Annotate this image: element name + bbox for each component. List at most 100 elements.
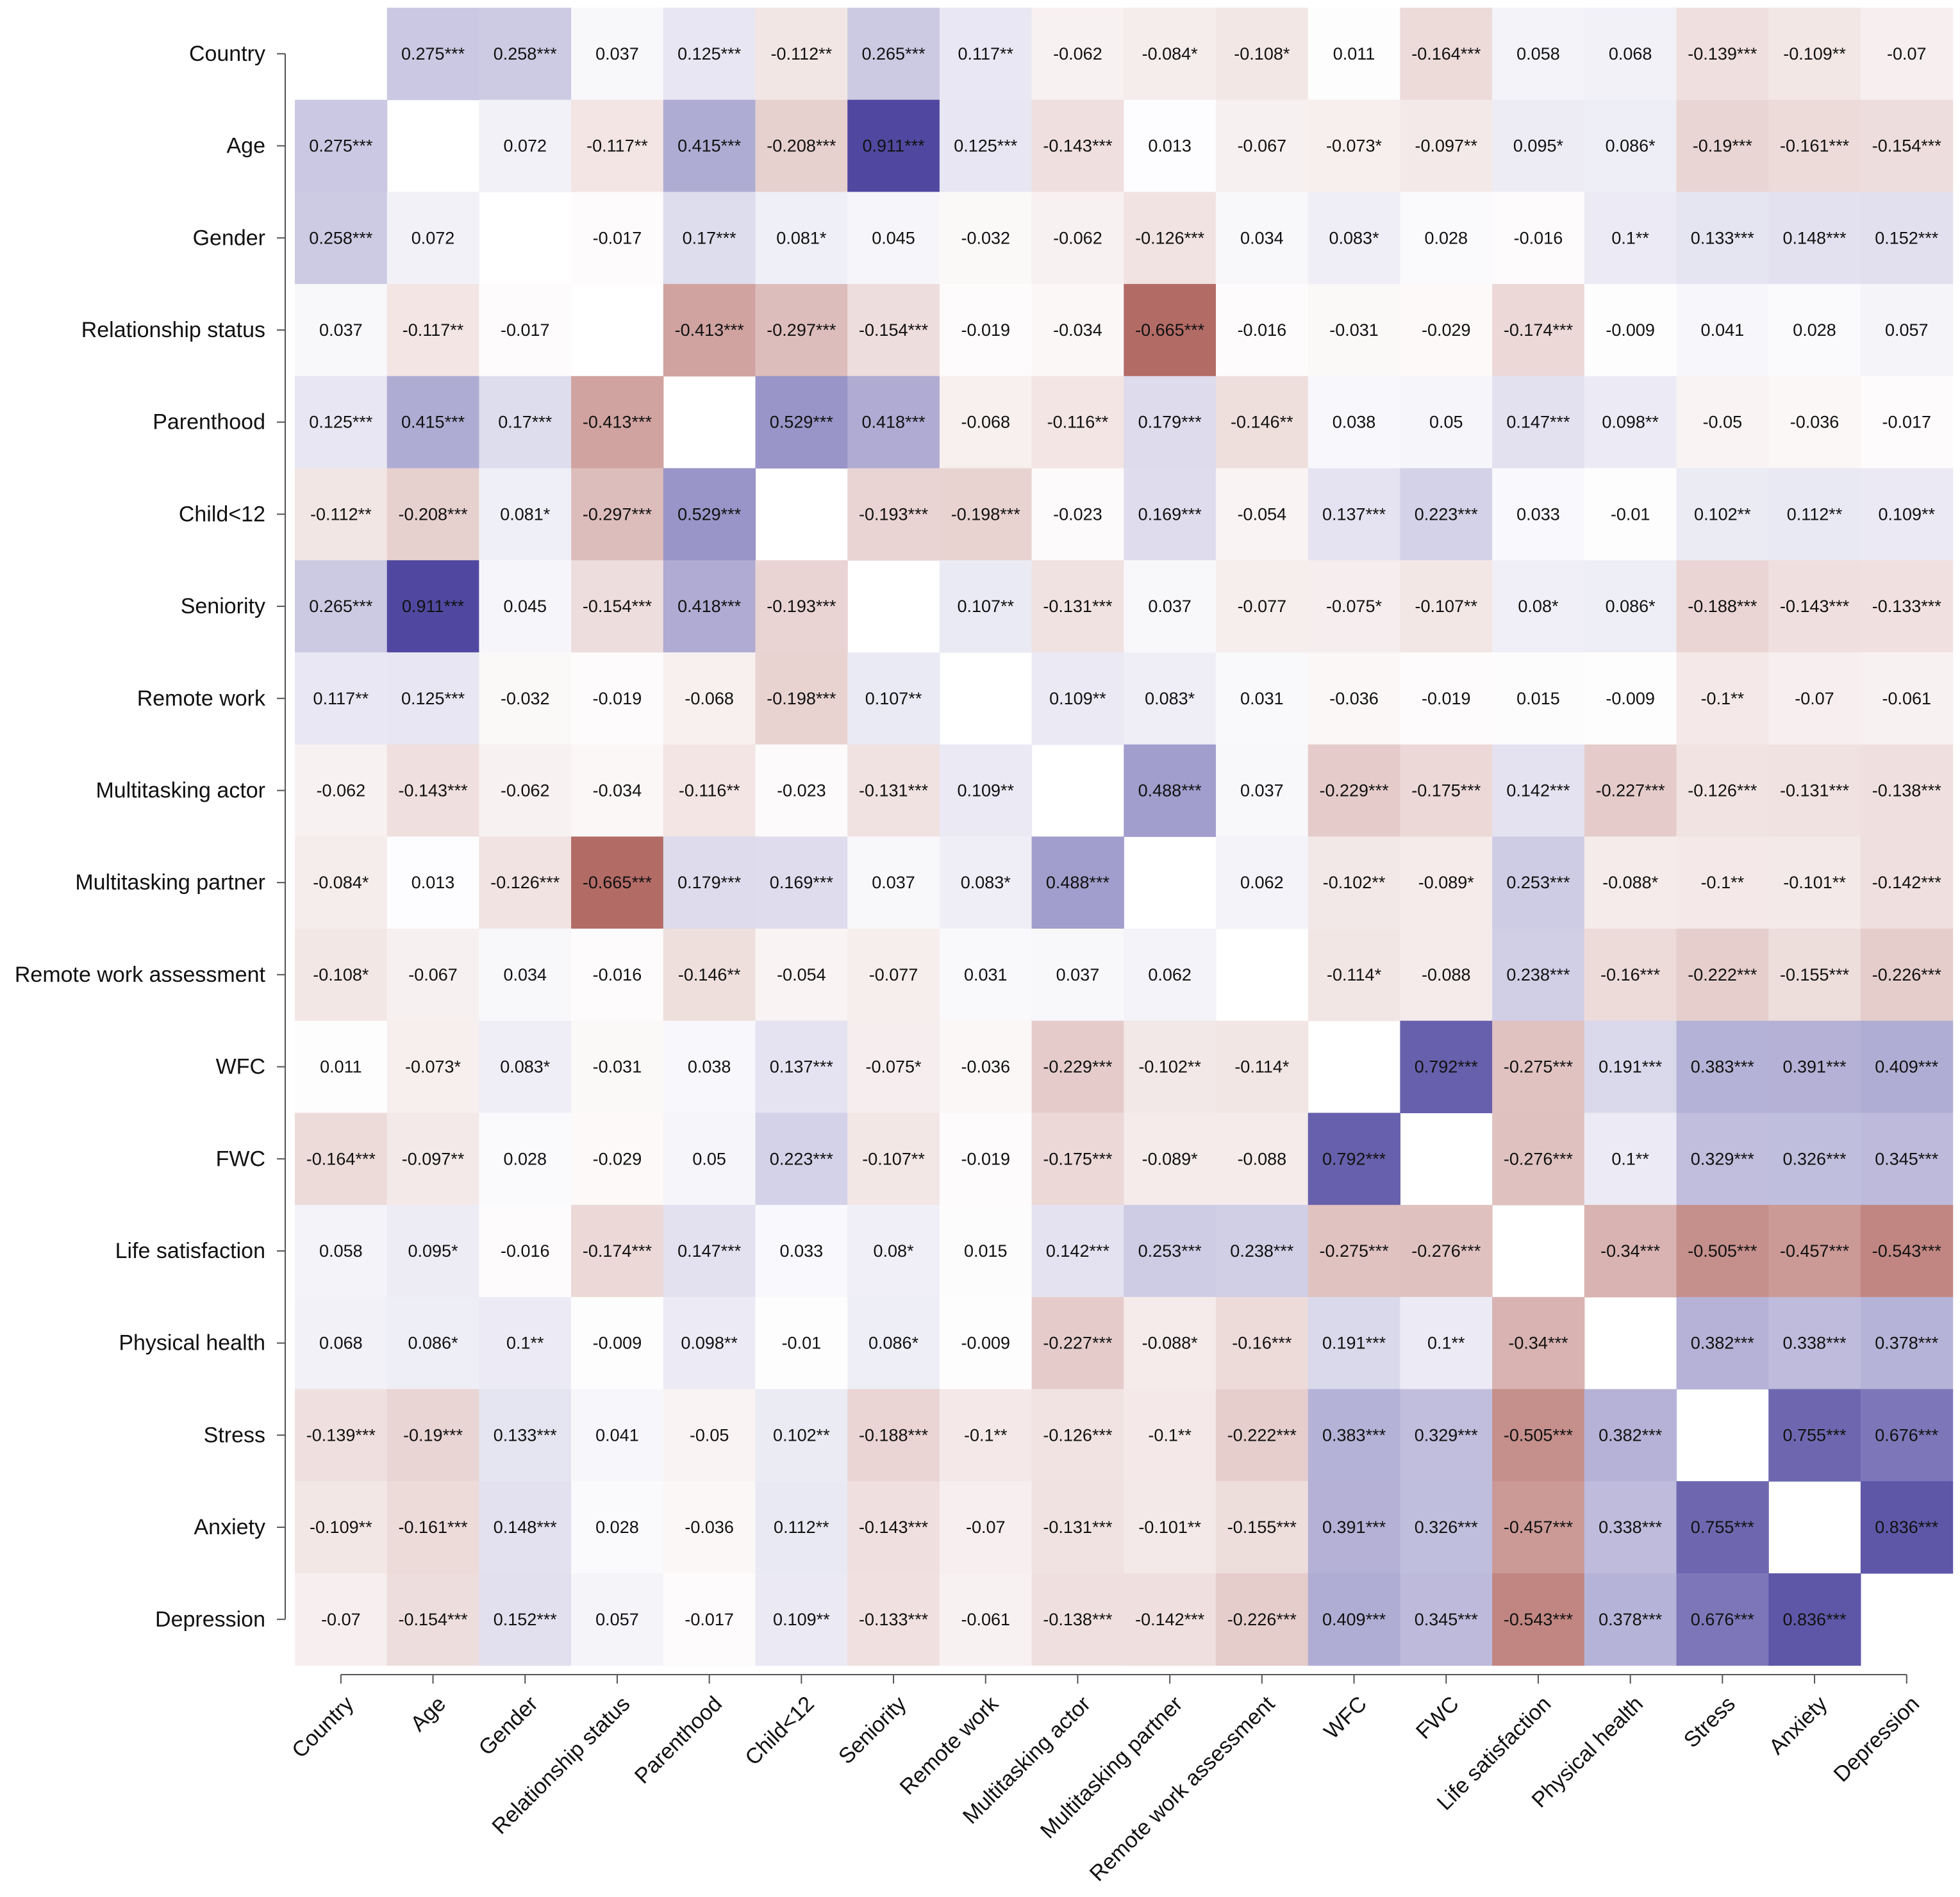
- cell-value-label: 0.415***: [401, 413, 465, 432]
- heatmap-cell: [847, 1205, 940, 1298]
- cell-value-label: 0.107**: [957, 597, 1014, 616]
- cell-value-label: -0.1**: [1701, 689, 1745, 708]
- heatmap-cell: [1031, 929, 1124, 1022]
- heatmap-cell: [1400, 1573, 1493, 1666]
- heatmap-cell: [1031, 652, 1124, 745]
- heatmap-cell: [1124, 376, 1217, 469]
- cell-value-label: -0.143***: [399, 781, 469, 800]
- heatmap-cell: [755, 1020, 848, 1113]
- cell-value-label: -0.101**: [1138, 1518, 1201, 1537]
- cell-value-label: 0.147***: [1506, 413, 1570, 432]
- heatmap-cell: [1124, 1296, 1217, 1390]
- heatmap-cell: [847, 1389, 940, 1482]
- heatmap-cell: [755, 192, 848, 285]
- heatmap-cell: [1676, 8, 1769, 101]
- cell-value-label: -0.226***: [1872, 965, 1942, 984]
- heatmap-cell: [386, 836, 479, 929]
- cell-value-label: -0.07: [321, 1610, 361, 1629]
- heatmap-cell: [571, 1573, 664, 1666]
- heatmap-cell: [663, 929, 756, 1022]
- cell-value-label: 0.098**: [1602, 413, 1659, 432]
- heatmap-cell: [663, 99, 756, 192]
- heatmap-cell: [1676, 1113, 1769, 1205]
- heatmap-cell: [1492, 376, 1585, 469]
- heatmap-cell: [295, 468, 388, 561]
- heatmap-cell: [1492, 560, 1585, 653]
- heatmap-cell: [1676, 929, 1769, 1022]
- cell-value-label: -0.112**: [771, 44, 833, 63]
- cell-value-label: 0.326***: [1415, 1518, 1479, 1537]
- heatmap-cell: [847, 99, 940, 192]
- cell-value-label: -0.016: [1514, 228, 1563, 247]
- heatmap-cell: [1031, 1205, 1124, 1298]
- cell-value-label: 0.529***: [770, 413, 834, 432]
- cell-value-label: 0.033: [780, 1241, 824, 1261]
- cell-value-label: 0.095*: [1513, 137, 1564, 156]
- heatmap-cell: [1584, 836, 1677, 929]
- cell-value-label: -0.07: [1887, 44, 1927, 63]
- cell-value-label: -0.023: [1053, 504, 1102, 524]
- cell-value-label: -0.109**: [1783, 44, 1846, 63]
- heatmap-cell: [1584, 8, 1677, 101]
- cell-value-label: 0.676***: [1691, 1610, 1755, 1629]
- cell-value-label: 0.137***: [1322, 504, 1386, 524]
- cell-value-label: -0.073*: [405, 1057, 461, 1077]
- x-tick-label: Anxiety: [1765, 1692, 1832, 1760]
- cell-value-label: 0.028: [1424, 228, 1468, 247]
- cell-value-label: 0.382***: [1599, 1425, 1663, 1445]
- heatmap-cell: [1124, 744, 1217, 837]
- cell-value-label: 0.031: [964, 965, 1008, 984]
- heatmap-cell: [1860, 192, 1954, 285]
- heatmap-cell: [571, 1020, 664, 1113]
- cell-value-label: 0.045: [503, 597, 547, 616]
- cell-value-label: 0.013: [411, 873, 455, 892]
- heatmap-cell: [1124, 560, 1217, 653]
- cell-value-label: -0.1**: [964, 1425, 1008, 1445]
- heatmap-cell: [386, 1113, 479, 1205]
- y-tick-label: Age: [227, 134, 266, 158]
- cell-value-label: -0.089*: [1418, 873, 1475, 892]
- cell-value-label: 0.033: [1516, 504, 1560, 524]
- heatmap-cell: [847, 8, 940, 101]
- cell-value-label: -0.131***: [859, 781, 929, 800]
- heatmap-cell: [1676, 1573, 1769, 1666]
- cell-value-label: 0.191***: [1322, 1334, 1386, 1353]
- heatmap-cell: [386, 1481, 479, 1574]
- cell-value-label: 0.041: [595, 1425, 639, 1445]
- y-tick-label: Gender: [193, 226, 265, 250]
- cell-value-label: -0.036: [1329, 689, 1379, 708]
- cell-value-label: -0.067: [1238, 137, 1287, 156]
- cell-value-label: -0.097**: [1415, 137, 1477, 156]
- heatmap-cell: [1768, 99, 1861, 192]
- cell-value-label: -0.133***: [859, 1610, 929, 1629]
- heatmap-cell: [847, 1296, 940, 1390]
- heatmap-cell: [1584, 1573, 1677, 1666]
- cell-value-label: -0.017: [685, 1610, 734, 1629]
- heatmap-cell: [479, 1481, 572, 1574]
- x-tick-label: Stress: [1679, 1692, 1740, 1753]
- heatmap-cell: [1676, 560, 1769, 653]
- heatmap-cell: [1584, 1205, 1677, 1298]
- cell-value-label: 0.1**: [1611, 228, 1649, 247]
- cell-value-label: 0.037: [1148, 597, 1192, 616]
- cell-value-label: 0.152***: [494, 1610, 558, 1629]
- heatmap-cell: [1676, 744, 1769, 837]
- cell-value-label: 0.125***: [309, 413, 373, 432]
- heatmap-cell: [1216, 1573, 1309, 1666]
- cell-value-label: 0.382***: [1691, 1334, 1755, 1353]
- heatmap-cell: [479, 744, 572, 837]
- heatmap-cell: [1860, 744, 1954, 837]
- cell-value-label: 0.068: [319, 1334, 363, 1353]
- heatmap-cell: [1676, 99, 1769, 192]
- heatmap-cell: [1860, 560, 1954, 653]
- cell-value-label: 0.148***: [494, 1518, 558, 1537]
- heatmap-cell: [847, 652, 940, 745]
- heatmap-cell: [386, 1205, 479, 1298]
- cell-value-label: 0.117**: [313, 689, 369, 708]
- cell-value-label: 0.109**: [957, 781, 1014, 800]
- heatmap-cell: [386, 376, 479, 469]
- cell-value-label: 0.418***: [862, 413, 926, 432]
- heatmap-cell: [663, 744, 756, 837]
- heatmap-cell: [479, 1296, 572, 1390]
- heatmap-cell: [1676, 1020, 1769, 1113]
